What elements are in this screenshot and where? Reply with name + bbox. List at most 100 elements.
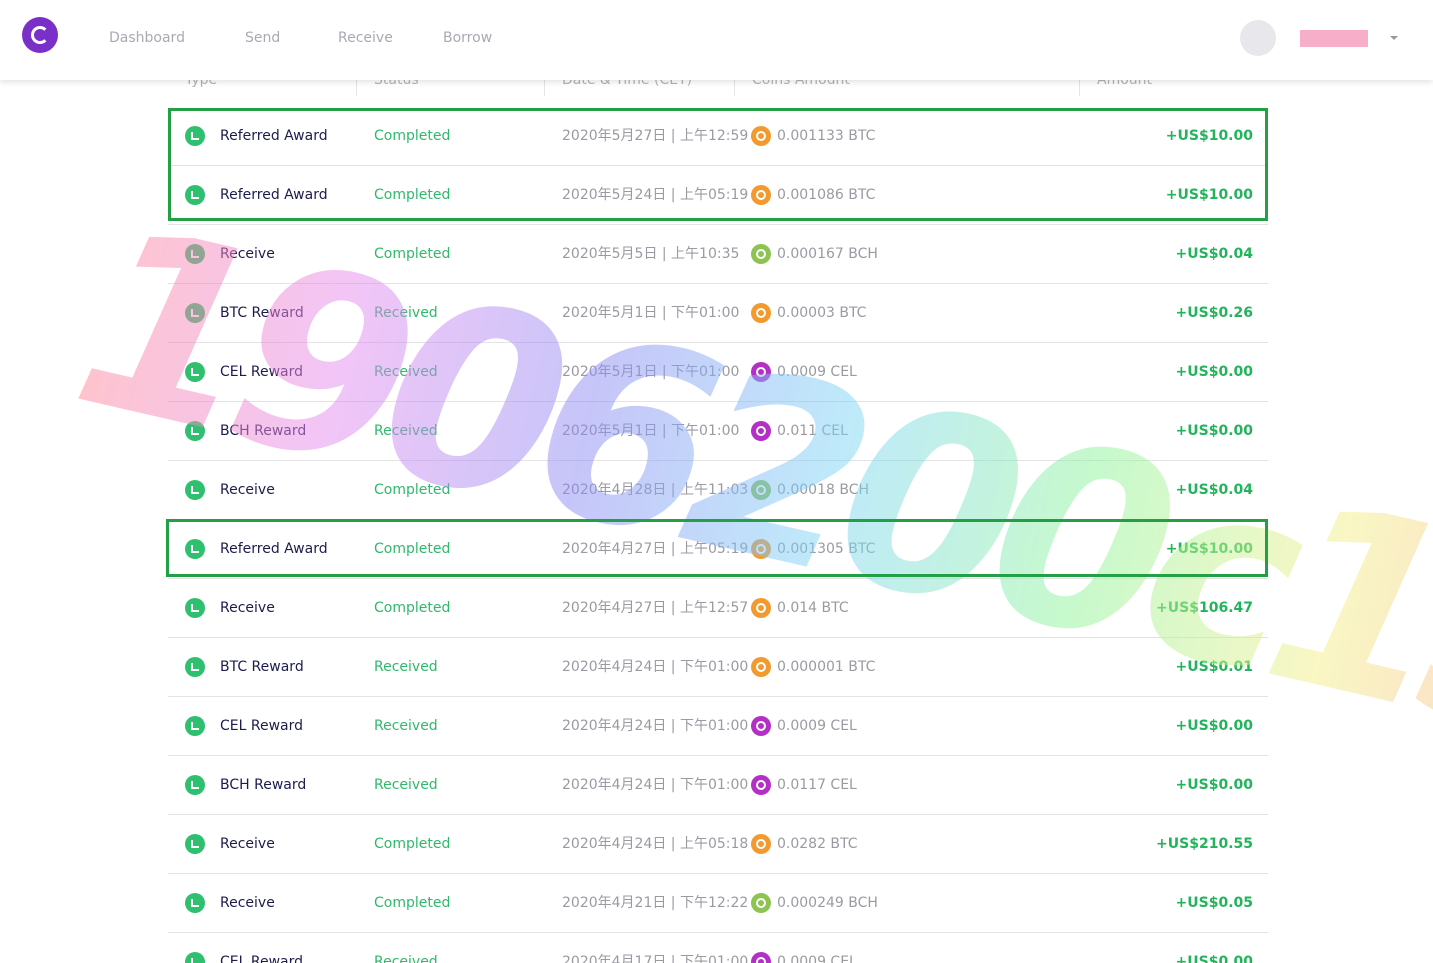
direction-icon <box>185 834 205 854</box>
table-row[interactable]: Referred Award Completed 2020年5月24日 | 上午05… <box>168 166 1268 225</box>
table-row[interactable]: Receive Completed 2020年4月28日 | 上午11:03 0.00… <box>168 461 1268 520</box>
direction-icon <box>185 598 205 618</box>
logo[interactable] <box>22 17 58 53</box>
coin-icon <box>751 185 771 205</box>
coin-icon <box>751 126 771 146</box>
date-cell: 2020年4月27日 | 上午12:57 <box>562 600 749 616</box>
top-nav: Dashboard Send Receive Borrow <box>0 0 1433 80</box>
type-cell: CEL Reward <box>220 364 304 380</box>
status-cell: Completed <box>374 246 451 262</box>
coin-icon <box>751 244 771 264</box>
table-row[interactable]: BCH Reward Received 2020年5月1日 | 下午01:00 0.0… <box>168 402 1268 461</box>
direction-icon <box>185 775 205 795</box>
direction-icon <box>185 303 205 323</box>
table-row[interactable]: CEL Reward Received 2020年5月1日 | 下午01:00 0.0… <box>168 343 1268 402</box>
type-cell: BCH Reward <box>220 777 307 793</box>
direction-icon <box>185 362 205 382</box>
amount-cell: +US$0.04 <box>1175 246 1253 262</box>
coin-icon <box>751 657 771 677</box>
table-row[interactable]: Receive Completed 2020年5月5日 | 上午10:35 0.000… <box>168 225 1268 284</box>
date-cell: 2020年5月1日 | 下午01:00 <box>562 423 740 439</box>
table-row[interactable]: CEL Reward Received 2020年4月24日 | 下午01:00 0.… <box>168 697 1268 756</box>
redacted-username <box>1300 30 1368 47</box>
type-cell: CEL Reward <box>220 718 304 734</box>
table-row[interactable]: BTC Reward Received 2020年5月1日 | 下午01:00 0.0… <box>168 284 1268 343</box>
nav-link[interactable]: Borrow <box>443 30 493 46</box>
status-cell: Received <box>374 777 438 793</box>
avatar[interactable] <box>1240 20 1276 56</box>
date-cell: 2020年4月21日 | 下午12:22 <box>562 895 749 911</box>
date-cell: 2020年5月5日 | 上午10:35 <box>562 246 740 262</box>
amount-cell: +US$0.00 <box>1175 777 1253 793</box>
coin-icon <box>751 421 771 441</box>
type-cell: Receive <box>220 482 275 498</box>
amount-cell: +US$10.00 <box>1165 187 1253 203</box>
status-cell: Completed <box>374 895 451 911</box>
amount-cell: +US$10.00 <box>1165 128 1253 144</box>
amount-cell: +US$0.01 <box>1175 659 1253 675</box>
coin-icon <box>751 539 771 559</box>
status-cell: Received <box>374 305 438 321</box>
amount-cell: +US$0.00 <box>1175 364 1253 380</box>
status-cell: Received <box>374 659 438 675</box>
type-cell: Referred Award <box>220 187 328 203</box>
table-row[interactable]: Receive Completed 2020年4月24日 | 上午05:18 0.02… <box>168 815 1268 874</box>
direction-icon <box>185 893 205 913</box>
coin-icon <box>751 775 771 795</box>
date-cell: 2020年5月1日 | 下午01:00 <box>562 305 740 321</box>
table-row[interactable]: Receive Completed 2020年4月21日 | 下午12:22 0.00… <box>168 874 1268 933</box>
date-cell: 2020年4月27日 | 上午05:19 <box>562 541 749 557</box>
date-cell: 2020年4月17日 | 下午01:00 <box>562 954 749 963</box>
coins-cell: 0.011 CEL <box>777 423 848 439</box>
coin-icon <box>751 716 771 736</box>
direction-icon <box>185 539 205 559</box>
amount-cell: +US$0.05 <box>1175 895 1253 911</box>
amount-cell: +US$0.00 <box>1175 718 1253 734</box>
direction-icon <box>185 185 205 205</box>
table-row[interactable]: BTC Reward Received 2020年4月24日 | 下午01:00 0.… <box>168 638 1268 697</box>
status-cell: Completed <box>374 600 451 616</box>
type-cell: BCH Reward <box>220 423 307 439</box>
direction-icon <box>185 421 205 441</box>
direction-icon <box>185 126 205 146</box>
amount-cell: +US$0.04 <box>1175 482 1253 498</box>
coins-cell: 0.001305 BTC <box>777 541 876 557</box>
type-cell: CEL Reward <box>220 954 304 963</box>
coin-icon <box>751 362 771 382</box>
coins-cell: 0.000167 BCH <box>777 246 878 262</box>
table-row[interactable]: BCH Reward Received 2020年4月24日 | 下午01:00 0.… <box>168 756 1268 815</box>
date-cell: 2020年5月27日 | 上午12:59 <box>562 128 749 144</box>
type-cell: Receive <box>220 836 275 852</box>
type-cell: Receive <box>220 246 275 262</box>
coin-icon <box>751 303 771 323</box>
status-cell: Received <box>374 718 438 734</box>
coins-cell: 0.0009 CEL <box>777 954 857 963</box>
date-cell: 2020年4月24日 | 下午01:00 <box>562 659 749 675</box>
coins-cell: 0.00018 BCH <box>777 482 870 498</box>
nav-link[interactable]: Send <box>245 30 281 46</box>
date-cell: 2020年4月28日 | 上午11:03 <box>562 482 749 498</box>
table-row[interactable]: CEL Reward Received 2020年4月17日 | 下午01:00 0.… <box>168 933 1268 963</box>
direction-icon <box>185 244 205 264</box>
coin-icon <box>751 598 771 618</box>
type-cell: Receive <box>220 600 275 616</box>
coins-cell: 0.000001 BTC <box>777 659 876 675</box>
coins-cell: 0.0282 BTC <box>777 836 858 852</box>
status-cell: Completed <box>374 482 451 498</box>
table-row[interactable]: Referred Award Completed 2020年5月27日 | 上午12… <box>168 107 1268 166</box>
status-cell: Completed <box>374 836 451 852</box>
amount-cell: +US$0.00 <box>1175 423 1253 439</box>
nav-link[interactable]: Receive <box>338 30 393 46</box>
nav-link[interactable]: Dashboard <box>109 30 185 46</box>
date-cell: 2020年4月24日 | 上午05:18 <box>562 836 749 852</box>
highlight-box <box>166 519 1268 577</box>
dropdown-caret[interactable] <box>1390 36 1398 40</box>
table-row[interactable]: Referred Award Completed 2020年4月27日 | 上午05… <box>168 520 1268 579</box>
amount-cell: +US$0.00 <box>1175 954 1253 963</box>
status-cell: Received <box>374 954 438 963</box>
type-cell: BTC Reward <box>220 659 304 675</box>
status-cell: Received <box>374 423 438 439</box>
coins-cell: 0.0009 CEL <box>777 364 857 380</box>
table-row[interactable]: Receive Completed 2020年4月27日 | 上午12:57 0.01… <box>168 579 1268 638</box>
direction-icon <box>185 952 205 963</box>
